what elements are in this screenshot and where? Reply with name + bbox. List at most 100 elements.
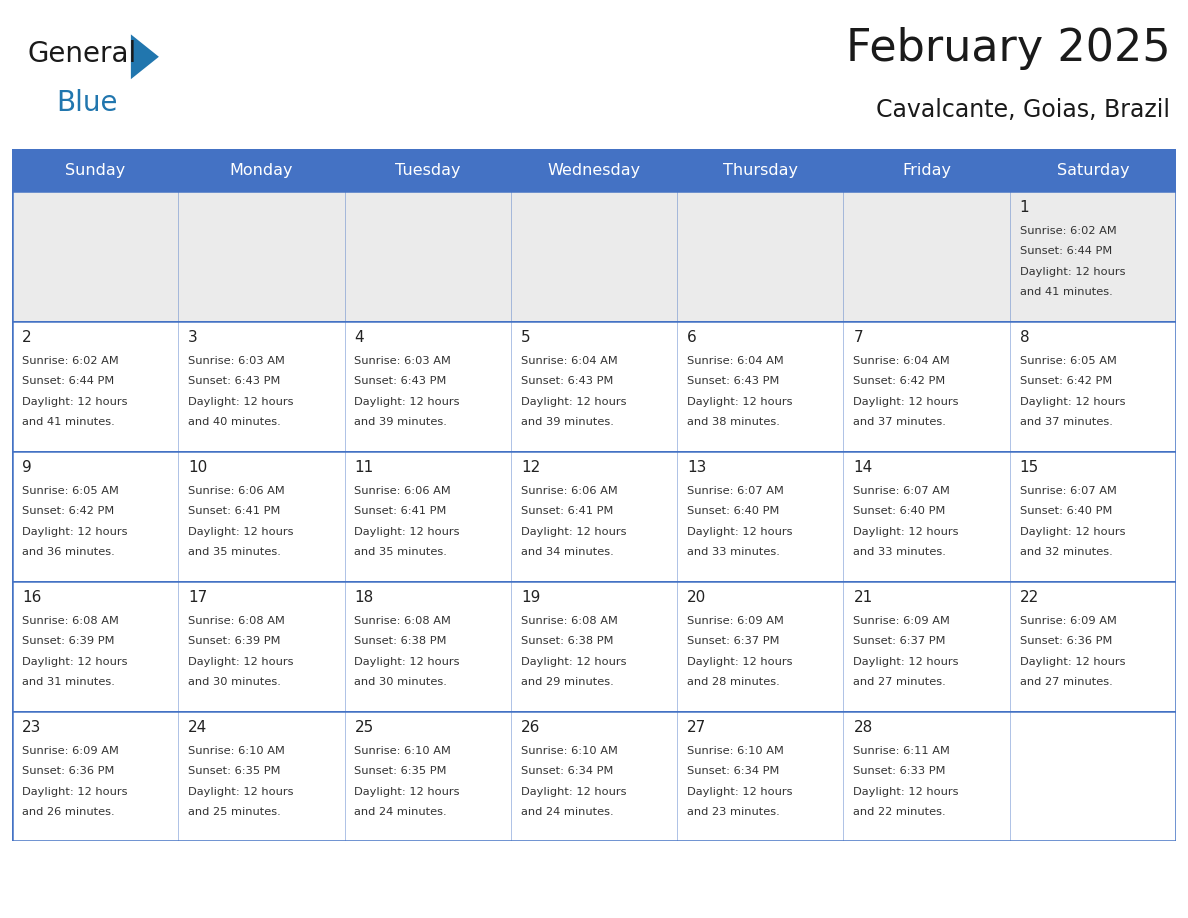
Text: Daylight: 12 hours: Daylight: 12 hours xyxy=(21,397,127,407)
Text: Sunset: 6:39 PM: Sunset: 6:39 PM xyxy=(188,636,280,646)
Text: and 24 minutes.: and 24 minutes. xyxy=(354,807,447,817)
Text: and 41 minutes.: and 41 minutes. xyxy=(1019,286,1112,297)
Text: and 40 minutes.: and 40 minutes. xyxy=(188,417,280,427)
Polygon shape xyxy=(131,34,159,79)
Text: and 30 minutes.: and 30 minutes. xyxy=(188,677,282,687)
Text: Thursday: Thursday xyxy=(722,162,798,178)
Text: and 39 minutes.: and 39 minutes. xyxy=(520,417,614,427)
Text: 15: 15 xyxy=(1019,460,1040,476)
Text: Sunset: 6:43 PM: Sunset: 6:43 PM xyxy=(687,376,779,386)
Text: Sunset: 6:41 PM: Sunset: 6:41 PM xyxy=(520,507,613,517)
Text: Daylight: 12 hours: Daylight: 12 hours xyxy=(1019,266,1125,276)
Text: Sunrise: 6:06 AM: Sunrise: 6:06 AM xyxy=(520,487,618,497)
Text: Sunset: 6:44 PM: Sunset: 6:44 PM xyxy=(1019,246,1112,256)
Text: Sunset: 6:41 PM: Sunset: 6:41 PM xyxy=(354,507,447,517)
Text: Monday: Monday xyxy=(229,162,293,178)
Text: Sunrise: 6:03 AM: Sunrise: 6:03 AM xyxy=(188,356,285,366)
Text: 17: 17 xyxy=(188,590,208,605)
Text: Sunset: 6:44 PM: Sunset: 6:44 PM xyxy=(21,376,114,386)
Text: Sunrise: 6:03 AM: Sunrise: 6:03 AM xyxy=(354,356,451,366)
Text: Sunrise: 6:06 AM: Sunrise: 6:06 AM xyxy=(188,487,285,497)
Text: and 37 minutes.: and 37 minutes. xyxy=(853,417,947,427)
Text: Sunrise: 6:10 AM: Sunrise: 6:10 AM xyxy=(354,746,451,756)
Text: Sunrise: 6:06 AM: Sunrise: 6:06 AM xyxy=(354,487,451,497)
Text: 3: 3 xyxy=(188,330,198,345)
Text: Daylight: 12 hours: Daylight: 12 hours xyxy=(520,397,626,407)
Text: Sunrise: 6:10 AM: Sunrise: 6:10 AM xyxy=(520,746,618,756)
Text: Daylight: 12 hours: Daylight: 12 hours xyxy=(520,656,626,666)
Text: Sunset: 6:42 PM: Sunset: 6:42 PM xyxy=(1019,376,1112,386)
Text: Daylight: 12 hours: Daylight: 12 hours xyxy=(853,397,959,407)
Text: 25: 25 xyxy=(354,721,374,735)
Text: 16: 16 xyxy=(21,590,42,605)
Text: Daylight: 12 hours: Daylight: 12 hours xyxy=(520,787,626,797)
Text: 23: 23 xyxy=(21,721,42,735)
Text: Sunrise: 6:07 AM: Sunrise: 6:07 AM xyxy=(1019,487,1117,497)
Text: Daylight: 12 hours: Daylight: 12 hours xyxy=(354,397,460,407)
Text: Daylight: 12 hours: Daylight: 12 hours xyxy=(21,527,127,537)
Text: 14: 14 xyxy=(853,460,873,476)
Text: 7: 7 xyxy=(853,330,864,345)
Text: Sunrise: 6:04 AM: Sunrise: 6:04 AM xyxy=(520,356,618,366)
Text: and 25 minutes.: and 25 minutes. xyxy=(188,807,280,817)
Text: and 22 minutes.: and 22 minutes. xyxy=(853,807,946,817)
Text: Sunrise: 6:07 AM: Sunrise: 6:07 AM xyxy=(687,487,784,497)
Text: Sunset: 6:37 PM: Sunset: 6:37 PM xyxy=(853,636,946,646)
Text: and 24 minutes.: and 24 minutes. xyxy=(520,807,613,817)
Text: Sunset: 6:40 PM: Sunset: 6:40 PM xyxy=(687,507,779,517)
Text: Sunrise: 6:11 AM: Sunrise: 6:11 AM xyxy=(853,746,950,756)
Text: Sunrise: 6:04 AM: Sunrise: 6:04 AM xyxy=(853,356,950,366)
Text: Daylight: 12 hours: Daylight: 12 hours xyxy=(354,656,460,666)
Text: Sunset: 6:42 PM: Sunset: 6:42 PM xyxy=(853,376,946,386)
Text: 24: 24 xyxy=(188,721,208,735)
Text: Sunset: 6:35 PM: Sunset: 6:35 PM xyxy=(188,767,280,777)
Text: and 34 minutes.: and 34 minutes. xyxy=(520,547,613,556)
Text: Daylight: 12 hours: Daylight: 12 hours xyxy=(188,787,293,797)
Text: and 35 minutes.: and 35 minutes. xyxy=(188,547,282,556)
Text: Sunset: 6:42 PM: Sunset: 6:42 PM xyxy=(21,507,114,517)
Text: Sunset: 6:34 PM: Sunset: 6:34 PM xyxy=(687,767,779,777)
Text: and 36 minutes.: and 36 minutes. xyxy=(21,547,114,556)
Text: Blue: Blue xyxy=(56,89,118,117)
Text: 28: 28 xyxy=(853,721,873,735)
Text: Sunrise: 6:09 AM: Sunrise: 6:09 AM xyxy=(1019,616,1117,626)
Text: 11: 11 xyxy=(354,460,374,476)
Text: 1: 1 xyxy=(1019,200,1030,216)
Text: Sunrise: 6:08 AM: Sunrise: 6:08 AM xyxy=(188,616,285,626)
Text: Sunrise: 6:05 AM: Sunrise: 6:05 AM xyxy=(1019,356,1117,366)
Text: and 29 minutes.: and 29 minutes. xyxy=(520,677,613,687)
Text: Saturday: Saturday xyxy=(1056,162,1130,178)
Text: Sunset: 6:39 PM: Sunset: 6:39 PM xyxy=(21,636,114,646)
Text: Daylight: 12 hours: Daylight: 12 hours xyxy=(188,527,293,537)
Text: 26: 26 xyxy=(520,721,541,735)
Text: and 23 minutes.: and 23 minutes. xyxy=(687,807,779,817)
Text: Sunrise: 6:10 AM: Sunrise: 6:10 AM xyxy=(687,746,784,756)
Text: Sunset: 6:33 PM: Sunset: 6:33 PM xyxy=(853,767,946,777)
Text: Sunrise: 6:07 AM: Sunrise: 6:07 AM xyxy=(853,487,950,497)
Text: 12: 12 xyxy=(520,460,541,476)
Text: Sunset: 6:43 PM: Sunset: 6:43 PM xyxy=(354,376,447,386)
Text: Sunset: 6:43 PM: Sunset: 6:43 PM xyxy=(188,376,280,386)
Text: Daylight: 12 hours: Daylight: 12 hours xyxy=(354,527,460,537)
Text: Daylight: 12 hours: Daylight: 12 hours xyxy=(1019,397,1125,407)
Text: Tuesday: Tuesday xyxy=(394,162,461,178)
Text: Daylight: 12 hours: Daylight: 12 hours xyxy=(520,527,626,537)
Text: Sunset: 6:41 PM: Sunset: 6:41 PM xyxy=(188,507,280,517)
Text: and 28 minutes.: and 28 minutes. xyxy=(687,677,779,687)
Text: Sunset: 6:34 PM: Sunset: 6:34 PM xyxy=(520,767,613,777)
Text: 22: 22 xyxy=(1019,590,1040,605)
Text: and 35 minutes.: and 35 minutes. xyxy=(354,547,448,556)
Text: General: General xyxy=(27,40,137,68)
Text: 9: 9 xyxy=(21,460,32,476)
Text: 13: 13 xyxy=(687,460,707,476)
Text: Sunday: Sunday xyxy=(65,162,125,178)
Text: Daylight: 12 hours: Daylight: 12 hours xyxy=(21,656,127,666)
Text: 2: 2 xyxy=(21,330,32,345)
Text: and 30 minutes.: and 30 minutes. xyxy=(354,677,448,687)
Text: Daylight: 12 hours: Daylight: 12 hours xyxy=(188,656,293,666)
Text: Sunset: 6:38 PM: Sunset: 6:38 PM xyxy=(354,636,447,646)
Text: Daylight: 12 hours: Daylight: 12 hours xyxy=(188,397,293,407)
Text: Sunrise: 6:04 AM: Sunrise: 6:04 AM xyxy=(687,356,784,366)
Text: 19: 19 xyxy=(520,590,541,605)
Text: Sunrise: 6:08 AM: Sunrise: 6:08 AM xyxy=(21,616,119,626)
